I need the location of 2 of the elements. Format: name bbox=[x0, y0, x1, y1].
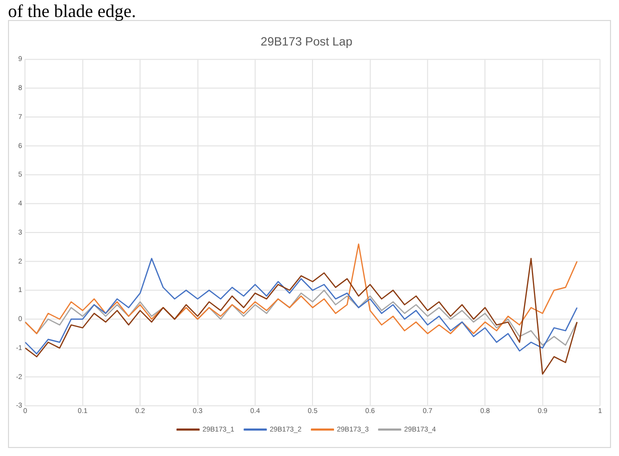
text: of the blade edge. bbox=[8, 1, 137, 21]
chart-title: 29B173 Post Lap bbox=[260, 34, 353, 48]
